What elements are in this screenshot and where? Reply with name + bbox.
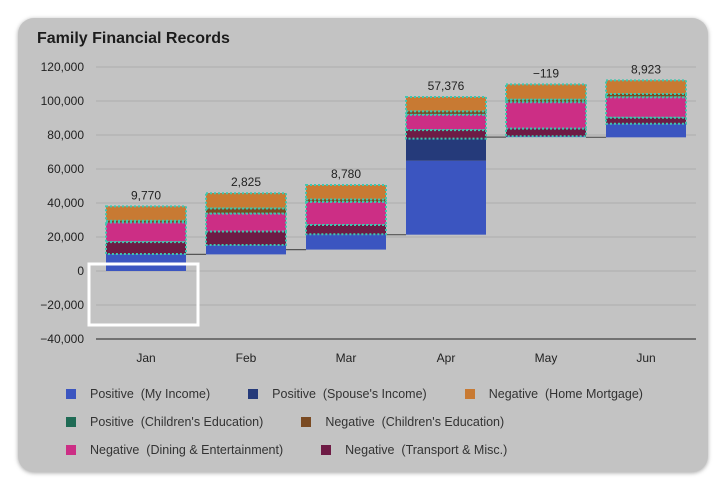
bar-segment: [605, 116, 687, 125]
selection-highlight: [87, 262, 200, 327]
legend-swatch: [66, 417, 76, 427]
bar-segment: [305, 183, 387, 201]
legend-label: Negative (Children's Education): [325, 415, 505, 429]
legend-item[interactable]: Positive (Spouse's Income): [248, 387, 427, 401]
bar-segment: [505, 101, 587, 130]
legend-label: Negative (Home Mortgage): [488, 387, 643, 401]
bar-total-label: −119: [533, 66, 559, 80]
x-tick-label: Jan: [136, 351, 155, 365]
legend-swatch: [321, 445, 332, 455]
legend-item[interactable]: Positive (Children's Education): [66, 415, 263, 429]
bar-total-label: 2,825: [231, 175, 261, 189]
x-tick-label: Apr: [437, 351, 456, 365]
x-tick-label: May: [535, 351, 558, 365]
y-tick-label: 80,000: [47, 128, 84, 142]
legend-swatch: [464, 389, 475, 399]
bar-segment: [205, 192, 287, 210]
bar-segment: [505, 83, 587, 101]
y-tick-label: 100,000: [41, 94, 85, 108]
bar-segment: [205, 230, 287, 247]
legend-label: Negative (Transport & Misc.): [345, 443, 508, 457]
bar-segment: [105, 241, 187, 256]
y-tick-label: −40,000: [40, 332, 84, 346]
y-tick-label: 20,000: [47, 230, 84, 244]
legend-label: Negative (Dining & Entertainment): [90, 443, 284, 457]
y-tick-label: 60,000: [47, 162, 84, 176]
legend-swatch: [248, 389, 259, 399]
legend-item[interactable]: Negative (Dining & Entertainment): [66, 443, 283, 457]
legend-item[interactable]: Negative (Transport & Misc.): [321, 443, 507, 457]
chart-title: Family Financial Records: [37, 30, 230, 47]
bar-segment: [505, 127, 587, 138]
legend-swatch: [66, 389, 76, 399]
bar-segment: [305, 223, 387, 236]
bar-segment: [405, 110, 487, 116]
y-tick-label: 0: [77, 264, 84, 278]
y-tick-label: 120,000: [41, 60, 85, 74]
legend-item[interactable]: Negative (Children's Education): [301, 415, 504, 429]
bar-segment: [505, 98, 587, 104]
x-tick-label: Mar: [336, 351, 357, 365]
bar-segment: [405, 95, 487, 113]
legend-label: Positive (My Income): [90, 387, 211, 401]
legend-label: Positive (Spouse's Income): [272, 387, 427, 401]
legend-item[interactable]: Negative (Home Mortgage): [464, 387, 643, 401]
bar-total-label: 8,780: [331, 167, 361, 181]
bar-segment: [605, 79, 687, 95]
bar-segment: [406, 160, 486, 235]
bar-total-label: 8,923: [631, 62, 661, 76]
bar-segment: [105, 205, 187, 222]
x-tick-label: Jun: [636, 351, 655, 365]
legend-row: Positive (Children's Education) Negative …: [66, 408, 681, 436]
legend-swatch: [66, 445, 76, 455]
legend-row: Negative (Dining & Entertainment) Negativ…: [66, 436, 681, 464]
bar-segment: [405, 129, 487, 140]
bar-segment: [605, 92, 687, 99]
legend-swatch: [301, 417, 312, 427]
legend-row: Positive (My Income) Positive (Spouse's I…: [66, 380, 681, 408]
x-tick-label: Feb: [236, 351, 257, 365]
legend-item[interactable]: Positive (My Income): [66, 387, 210, 401]
bar-segment: [205, 212, 287, 233]
bar-segment: [405, 113, 487, 132]
bar-total-label: 9,770: [131, 188, 161, 202]
bar-segment: [105, 221, 187, 244]
chart-legend: Positive (My Income) Positive (Spouse's I…: [66, 380, 681, 464]
bar-segment: [305, 198, 387, 203]
bar-total-label: 57,376: [428, 79, 465, 93]
y-tick-label: −20,000: [40, 298, 84, 312]
bar-segment: [305, 200, 387, 226]
legend-label: Positive (Children's Education): [90, 415, 264, 429]
y-tick-label: 40,000: [47, 196, 84, 210]
bar-segment: [605, 96, 687, 119]
